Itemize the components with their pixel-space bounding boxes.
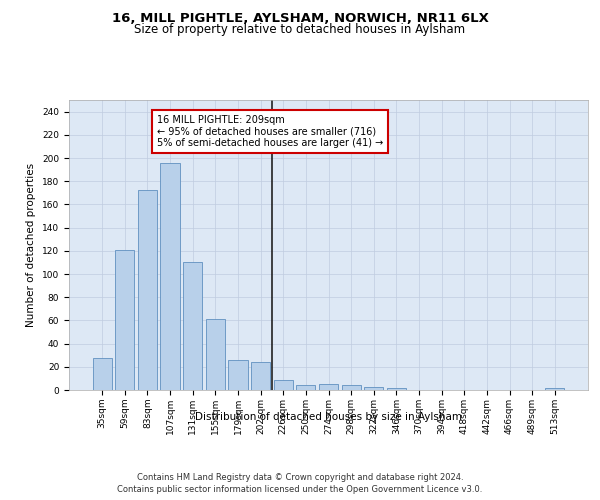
Bar (341, 386, 361, 390)
Text: Contains public sector information licensed under the Open Government Licence v3: Contains public sector information licen… (118, 485, 482, 494)
Bar (296, 386, 316, 390)
Bar (229, 360, 248, 390)
Text: 16, MILL PIGHTLE, AYLSHAM, NORWICH, NR11 6LX: 16, MILL PIGHTLE, AYLSHAM, NORWICH, NR11… (112, 12, 488, 26)
Bar (387, 388, 406, 390)
Bar (206, 319, 225, 390)
Bar (115, 250, 134, 390)
Bar (138, 190, 157, 390)
Bar (364, 386, 383, 390)
Bar (92, 358, 112, 390)
Text: Size of property relative to detached houses in Aylsham: Size of property relative to detached ho… (134, 22, 466, 36)
Text: 16 MILL PIGHTLE: 209sqm
← 95% of detached houses are smaller (716)
5% of semi-de: 16 MILL PIGHTLE: 209sqm ← 95% of detache… (157, 114, 383, 148)
Text: Distribution of detached houses by size in Aylsham: Distribution of detached houses by size … (196, 412, 463, 422)
Text: Contains HM Land Registry data © Crown copyright and database right 2024.: Contains HM Land Registry data © Crown c… (137, 472, 463, 482)
Bar (183, 262, 202, 390)
Bar (274, 380, 293, 390)
Bar (160, 162, 180, 390)
Bar (251, 362, 270, 390)
Bar (545, 388, 565, 390)
Y-axis label: Number of detached properties: Number of detached properties (26, 163, 37, 327)
Bar (319, 384, 338, 390)
